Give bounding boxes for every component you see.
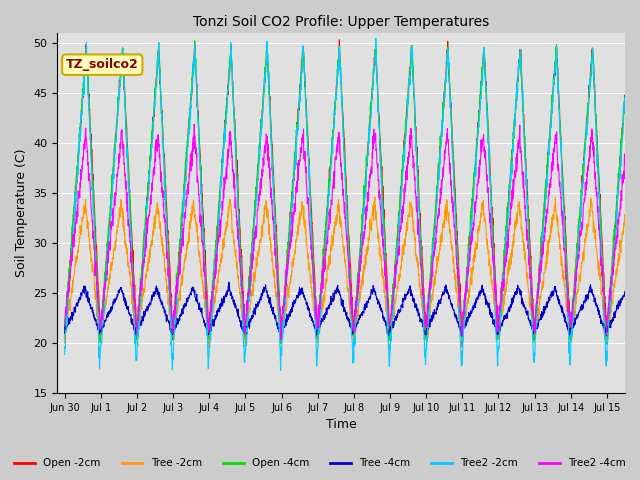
Text: TZ_soilco2: TZ_soilco2 — [66, 58, 139, 71]
Title: Tonzi Soil CO2 Profile: Upper Temperatures: Tonzi Soil CO2 Profile: Upper Temperatur… — [193, 15, 490, 29]
Y-axis label: Soil Temperature (C): Soil Temperature (C) — [15, 149, 28, 277]
Legend: Open -2cm, Tree -2cm, Open -4cm, Tree -4cm, Tree2 -2cm, Tree2 -4cm: Open -2cm, Tree -2cm, Open -4cm, Tree -4… — [10, 454, 630, 472]
X-axis label: Time: Time — [326, 419, 356, 432]
